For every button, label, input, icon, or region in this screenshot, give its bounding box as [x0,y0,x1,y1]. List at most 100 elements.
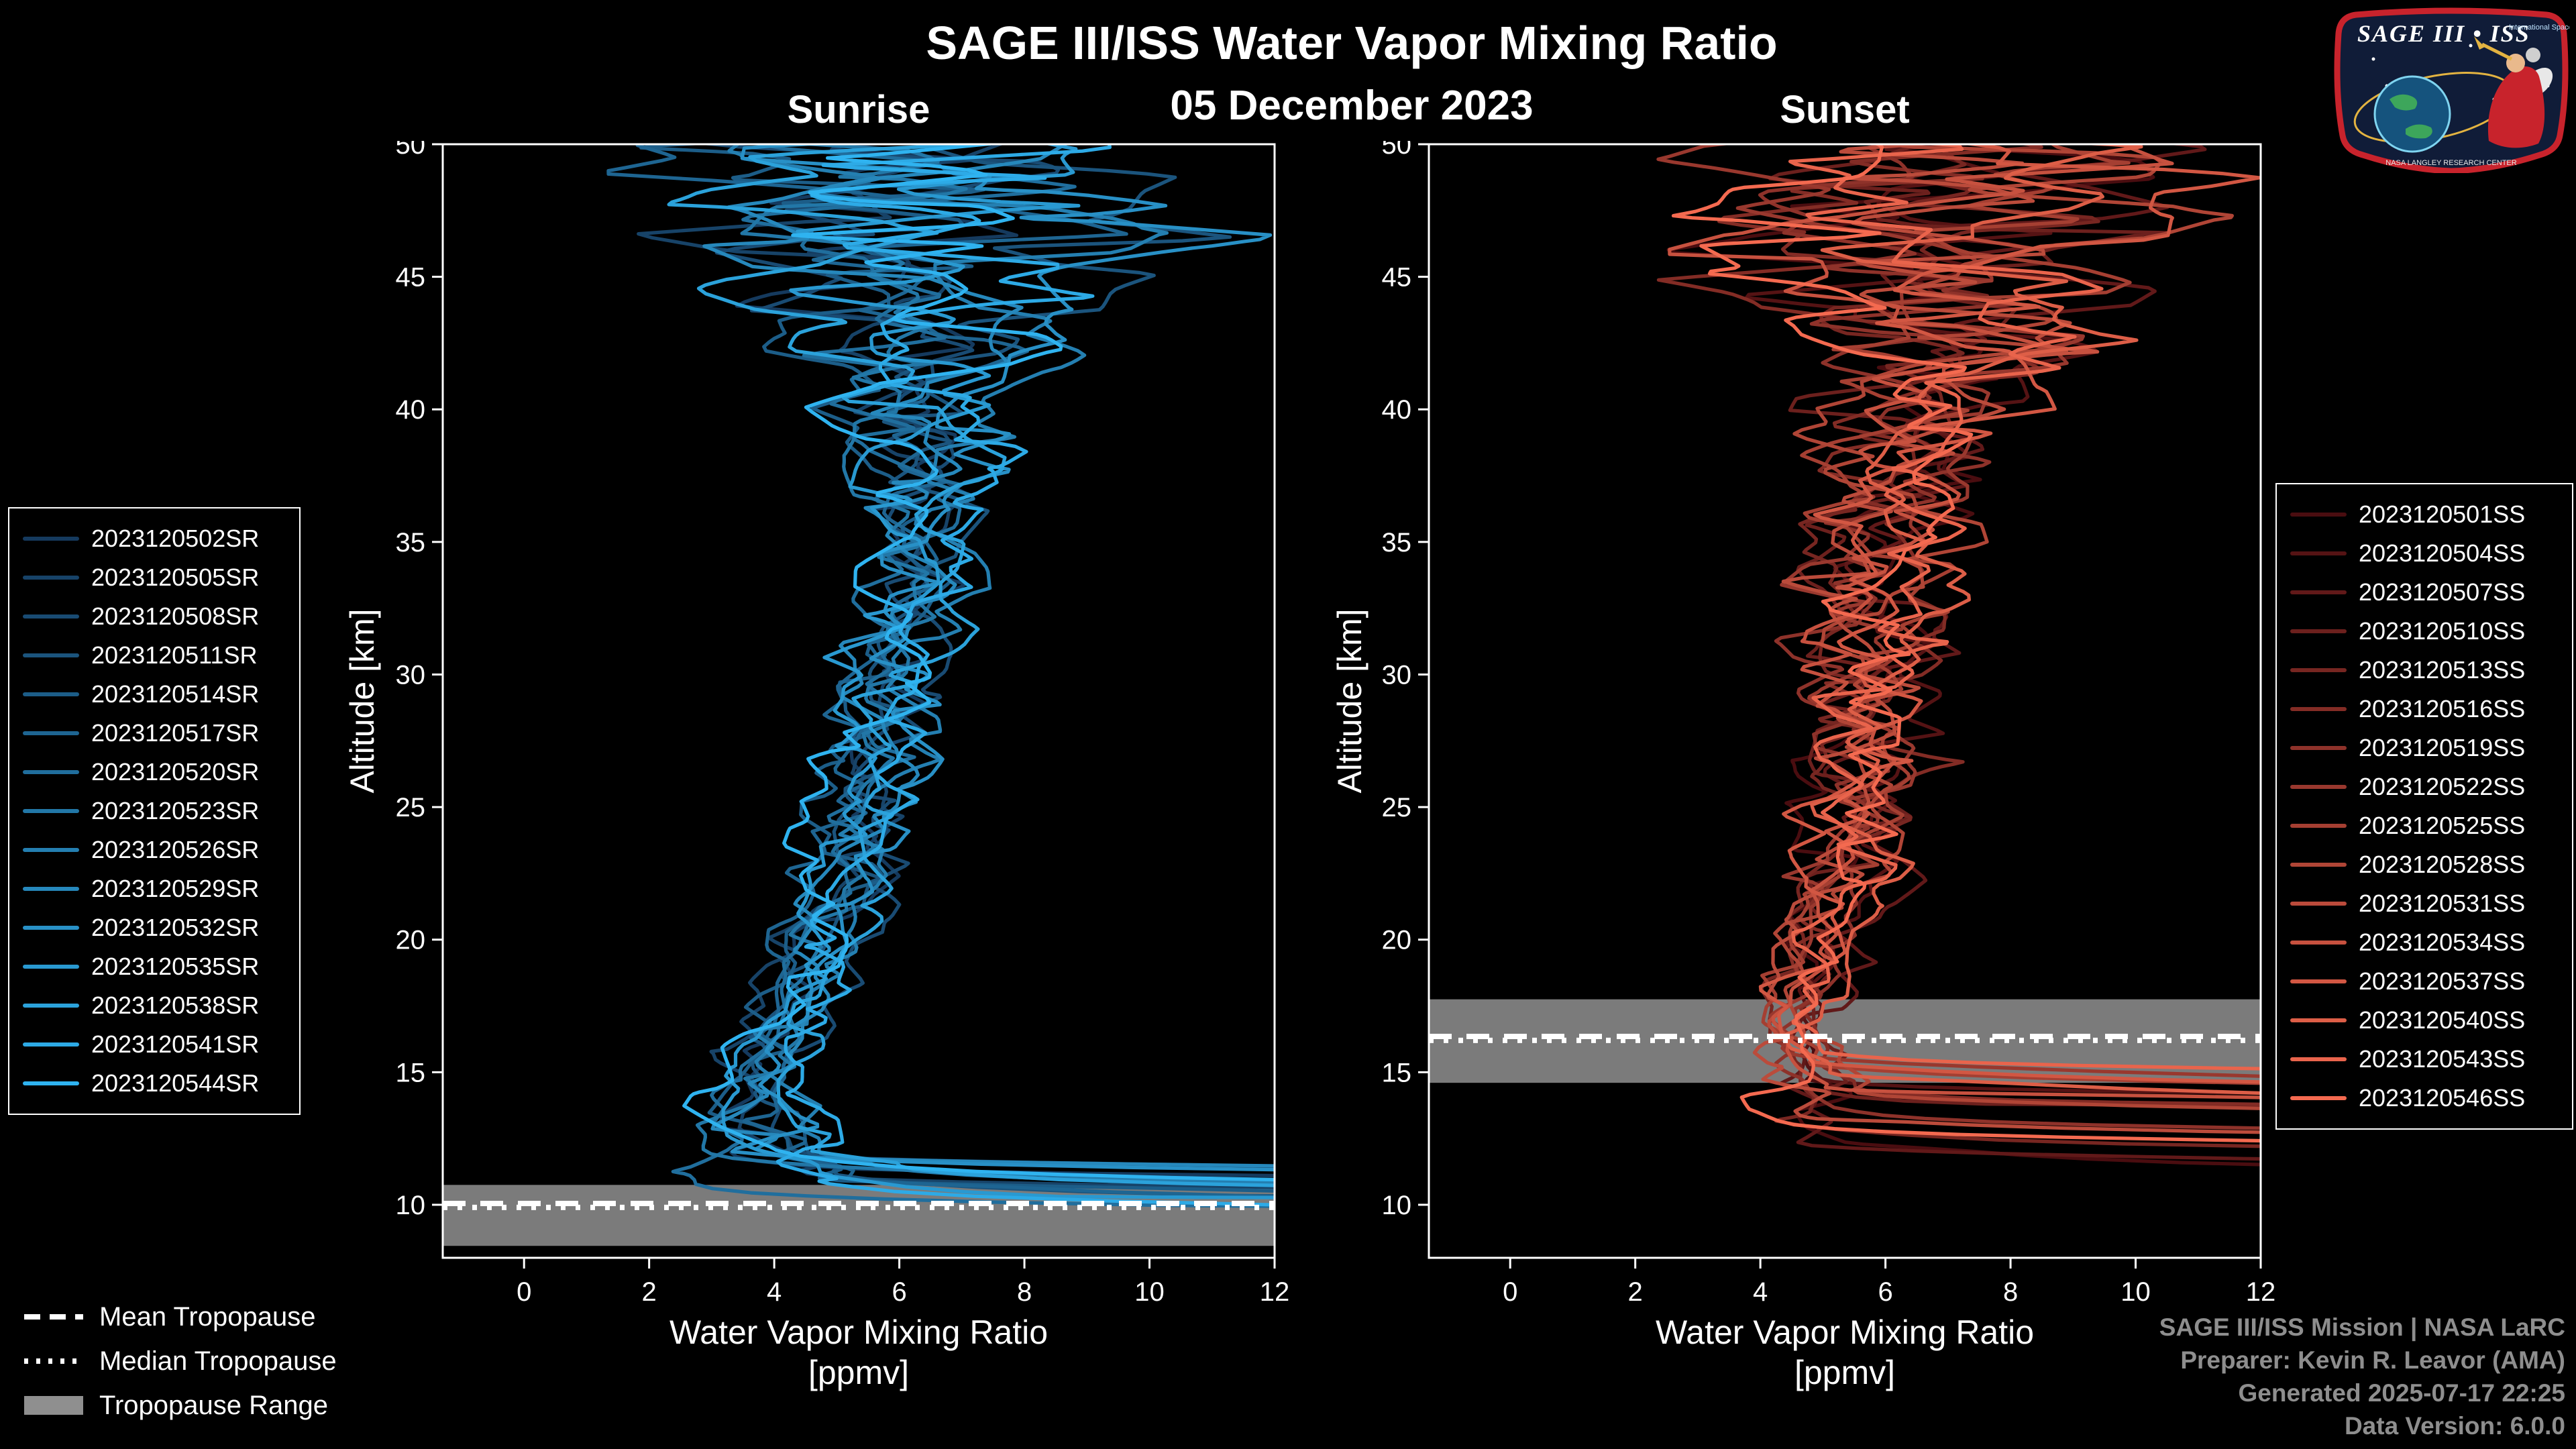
footer-preparer-line: Preparer: Kevin R. Leavor (AMA) [2180,1346,2565,1374]
legend-item: 2023120526SR [23,830,286,869]
y-tick-label: 20 [396,926,426,955]
legend-item: 2023120535SR [23,947,286,986]
trumpet-icon [2481,42,2513,61]
legend-label: 2023120531SS [2359,890,2526,917]
legend-label: 2023120520SR [91,758,260,786]
x-axis-label-line2: [ppmv] [808,1354,910,1391]
legend-line-swatch [23,848,79,852]
profile-line-2023120520SR [671,144,1275,1208]
legend-label: 2023120507SS [2359,578,2526,606]
legend-item: 2023120538SR [23,986,286,1025]
legend-item: 2023120505SR [23,558,286,597]
profile-line-2023120538SR [667,144,1275,1187]
profile-line-2023120523SR [695,144,1275,1182]
legend-label: 2023120526SR [91,836,260,863]
sunset-x-axis-label: Water Vapor Mixing Ratio [ppmv] [1656,1312,2034,1393]
gray-band-swatch-icon [24,1395,83,1416]
legend-label: 2023120541SR [91,1030,260,1058]
legend-item: 2023120522SS [2290,767,2559,806]
tropopause-range-label: Tropopause Range [99,1390,328,1420]
legend-line-swatch [2290,863,2347,867]
x-tick-label: 4 [767,1277,782,1307]
legend-label: 2023120534SS [2359,928,2526,956]
legend-line-swatch [2290,629,2347,633]
legend-label: 2023120525SS [2359,812,2526,839]
profile-line-2023120508SR [696,144,1275,1168]
logo-subtitle-text: International Space Station [2509,23,2569,32]
legend-label: 2023120505SR [91,564,260,591]
footer-mission-line: SAGE III/ISS Mission | NASA LaRC [2159,1313,2565,1341]
footer-generated-line: Generated 2025-07-17 22:25 [2238,1379,2565,1407]
footer-credits: SAGE III/ISS Mission | NASA LaRC Prepare… [2159,1311,2565,1442]
legend-label: 2023120529SR [91,875,260,902]
legend-item: 2023120508SR [23,597,286,636]
sunset-y-axis-label: Altitude [km] [1331,608,1368,794]
y-tick-label: 40 [1382,395,1412,425]
x-axis-label-line2: [ppmv] [1794,1354,1896,1391]
legend-item: 2023120541SR [23,1025,286,1064]
profile-line-2023120522SS [1656,144,2261,1078]
dashed-line-swatch-icon [24,1313,83,1321]
x-tick-label: 0 [1503,1277,1517,1307]
y-tick-label: 40 [396,395,426,425]
y-tick-label: 50 [1382,141,1412,160]
earth-continent [2390,94,2418,111]
legend-line-swatch [2290,979,2347,983]
legend-line-swatch [2290,707,2347,711]
angel-figure [2487,66,2545,148]
profile-line-2023120541SR [775,144,1275,1207]
tropopause-range-band [443,1185,1275,1246]
y-tick-label: 50 [396,141,426,160]
x-axis-label-line1: Water Vapor Mixing Ratio [1655,1313,2035,1351]
x-tick-label: 2 [1628,1277,1643,1307]
x-tick-label: 4 [1753,1277,1768,1307]
x-tick-label: 6 [892,1277,906,1307]
star-icon [2371,57,2375,61]
legend-line-swatch [23,653,79,657]
legend-label: 2023120535SR [91,953,260,980]
legend-item: 2023120520SR [23,753,286,792]
legend-line-swatch [23,614,79,619]
legend-label: 2023120501SS [2359,500,2526,528]
y-tick-label: 35 [1382,528,1412,557]
sunset-plot-area [1429,144,2261,1167]
legend-item: 2023120511SR [23,636,286,675]
legend-label: 2023120523SR [91,797,260,824]
legend-label: 2023120511SR [91,641,258,669]
legend-line-swatch [23,537,79,541]
sunrise-panel-title: Sunrise [787,88,930,131]
legend-item: 2023120528SS [2290,845,2559,884]
x-tick-label: 10 [1134,1277,1165,1307]
legend-line-swatch [2290,902,2347,906]
sage-iii-iss-logo: SAGE III • ISS International Space Stati… [2334,7,2569,173]
profile-line-2023120532SR [731,144,1275,1172]
legend-line-swatch [2290,1018,2347,1022]
y-tick-label: 15 [396,1058,426,1087]
legend-line-swatch [23,1042,79,1046]
legend-line-swatch [23,926,79,930]
legend-item: 2023120516SS [2290,690,2559,729]
median-tropopause-legend-item: Median Tropopause [24,1339,337,1383]
legend-line-swatch [2290,551,2347,555]
y-tick-label: 30 [396,660,426,690]
sunset-legend: 2023120501SS 2023120504SS 2023120507SS 2023… [2275,483,2573,1130]
legend-item: 2023120519SS [2290,729,2559,767]
legend-line-swatch [23,887,79,891]
legend-label: 2023120528SS [2359,851,2526,878]
legend-label: 2023120513SS [2359,656,2526,684]
x-axis-label-line1: Water Vapor Mixing Ratio [669,1313,1049,1351]
sunrise-plot: 0 2 4 6 8 10 12 10 15 20 25 30 35 40 45 50 [396,141,1290,1307]
legend-item: 2023120501SS [2290,495,2559,534]
y-tick-label: 25 [1382,793,1412,822]
legend-item: 2023120514SR [23,675,286,714]
sunrise-legend: 2023120502SR 2023120505SR 2023120508SR 2023… [8,507,301,1115]
legend-item: 2023120502SR [23,519,286,558]
y-tick-label: 15 [1382,1058,1412,1087]
y-tick-label: 35 [396,528,426,557]
x-tick-label: 12 [2246,1277,2276,1307]
legend-line-swatch [2290,746,2347,750]
legend-item: 2023120532SR [23,908,286,947]
plot-frame [441,143,1276,1259]
y-tick-label: 20 [1382,926,1412,955]
x-tick-label: 0 [517,1277,531,1307]
